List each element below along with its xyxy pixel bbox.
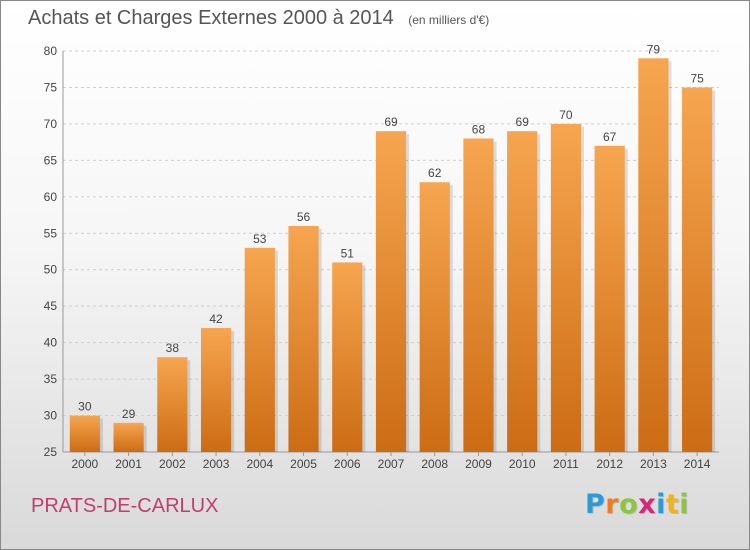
x-tick-label-2004: 2004	[246, 457, 273, 471]
y-tick-label-10: 75	[44, 80, 58, 94]
y-tick-label-1: 30	[44, 409, 58, 423]
bar-2001	[113, 422, 144, 452]
bar-2013	[638, 58, 669, 453]
value-label-2007: 69	[384, 115, 398, 129]
y-tick-label-3: 40	[44, 336, 58, 350]
bar-2004	[244, 247, 275, 452]
x-tick-label-2010: 2010	[509, 457, 536, 471]
bar-2010	[507, 131, 538, 452]
x-tick-label-2001: 2001	[115, 457, 142, 471]
bar-2006	[332, 262, 363, 452]
bar-layer	[69, 58, 716, 453]
x-tick-label-2003: 2003	[203, 457, 230, 471]
value-label-2013: 79	[647, 42, 661, 56]
value-label-2001: 29	[122, 407, 136, 421]
bar-2012	[594, 145, 625, 453]
y-tick-label-8: 65	[44, 153, 58, 167]
x-tick-label-2014: 2014	[684, 457, 711, 471]
y-tick-label-7: 60	[44, 190, 58, 204]
x-tick-label-2009: 2009	[465, 457, 492, 471]
logo-letter-3: x	[638, 489, 657, 520]
y-tick-label-6: 55	[44, 226, 58, 240]
bar-2002	[157, 357, 188, 452]
y-tick-label-11: 80	[44, 44, 58, 58]
commune-name: PRATS-DE-CARLUX	[31, 495, 219, 517]
y-tick-label-9: 70	[44, 117, 58, 131]
bar-2008	[419, 182, 450, 452]
bar-2007	[375, 131, 407, 452]
logo-letter-4: i	[656, 489, 666, 520]
x-tick-label-2000: 2000	[72, 457, 99, 471]
x-tick-label-2005: 2005	[290, 457, 317, 471]
chart-title: Achats et Charges Externes 2000 à 2014	[28, 7, 394, 29]
proxiti-logo: Proxiti	[585, 489, 689, 520]
x-tick-label-2006: 2006	[334, 457, 361, 471]
title-row: Achats et Charges Externes 2000 à 2014 (…	[28, 7, 489, 30]
value-label-2011: 70	[559, 108, 573, 122]
value-label-2006: 51	[341, 246, 355, 260]
label-layer: 2000 30 2001 29 2002 38 2003 42 2004 53 2005 56 2006…	[72, 42, 711, 471]
logo-letter-0: P	[585, 489, 606, 520]
x-tick-label-2013: 2013	[640, 457, 667, 471]
logo-letter-5: t	[665, 489, 680, 520]
value-label-2003: 42	[209, 312, 223, 326]
value-label-2004: 53	[253, 232, 267, 246]
logo-letter-6: i	[679, 489, 690, 520]
x-tick-label-2007: 2007	[378, 457, 405, 471]
value-label-2008: 62	[428, 166, 442, 180]
value-label-2010: 69	[516, 115, 530, 129]
y-tick-label-2: 35	[44, 372, 58, 386]
value-label-2005: 56	[297, 210, 311, 224]
value-label-2000: 30	[78, 400, 92, 414]
logo-letter-2: o	[619, 489, 639, 520]
x-tick-label-2011: 2011	[553, 457, 579, 471]
value-label-2012: 67	[603, 130, 617, 144]
chart-subtitle: (en milliers d'€)	[408, 13, 490, 27]
x-tick-label-2008: 2008	[421, 457, 448, 471]
bar-2000	[69, 415, 100, 452]
x-tick-label-2012: 2012	[596, 457, 623, 471]
y-tick-label-4: 45	[44, 299, 58, 313]
bar-2014	[682, 87, 713, 453]
bar-2005	[288, 225, 319, 452]
bar-2009	[463, 138, 494, 452]
y-tick-label-0: 25	[44, 445, 58, 459]
bar-2003	[200, 328, 232, 452]
value-label-2014: 75	[690, 71, 704, 85]
bar-2011	[550, 123, 582, 452]
logo-letter-1: r	[605, 489, 620, 520]
value-label-2002: 38	[166, 341, 180, 355]
x-tick-label-2002: 2002	[159, 457, 186, 471]
value-label-2009: 68	[472, 122, 486, 136]
y-tick-label-5: 50	[44, 263, 58, 277]
